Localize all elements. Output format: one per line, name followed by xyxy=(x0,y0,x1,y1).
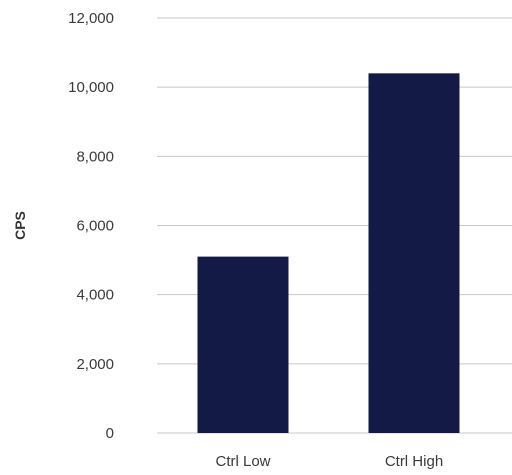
y-tick-label: 0 xyxy=(106,425,114,442)
y-tick-label: 10,000 xyxy=(68,79,114,96)
x-axis-ticks: Ctrl Low Ctrl High xyxy=(215,453,443,470)
y-tick-label: 2,000 xyxy=(76,356,114,373)
x-tick-label: Ctrl Low xyxy=(215,453,270,470)
y-axis-ticks: 0 2,000 4,000 6,000 8,000 10,000 12,000 xyxy=(68,10,114,442)
y-tick-label: 8,000 xyxy=(76,148,114,165)
y-tick-label: 12,000 xyxy=(68,10,114,27)
bar-ctrl-high xyxy=(368,73,460,433)
bars xyxy=(197,73,460,433)
x-tick-label: Ctrl High xyxy=(385,453,443,470)
y-tick-label: 6,000 xyxy=(76,218,114,235)
y-axis-label: CPS xyxy=(12,211,28,240)
y-tick-label: 4,000 xyxy=(76,287,114,304)
bar-ctrl-low xyxy=(197,256,289,433)
